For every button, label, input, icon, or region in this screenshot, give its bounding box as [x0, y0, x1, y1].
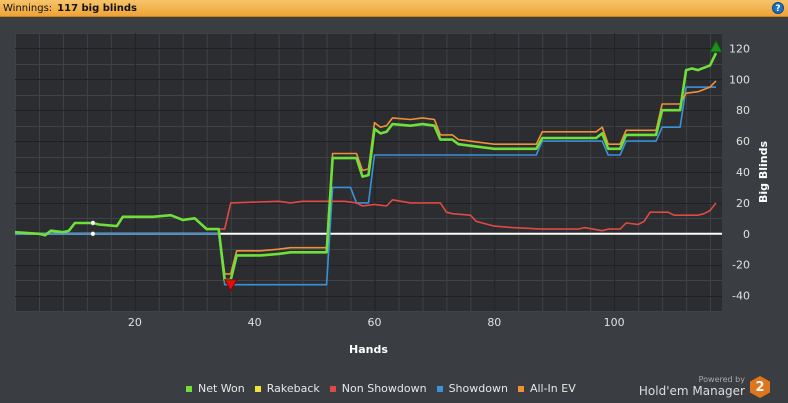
- legend-label: Rakeback: [266, 382, 320, 395]
- legend-item-showdown[interactable]: Showdown: [436, 382, 508, 395]
- y-tick-label: 60: [736, 135, 750, 148]
- legend-label: Net Won: [198, 382, 245, 395]
- y-axis-title: Big Blinds: [757, 141, 770, 203]
- product-name: Hold'em Manager: [638, 384, 745, 398]
- legend-label: Showdown: [448, 382, 508, 395]
- showdown-swatch: [436, 385, 443, 392]
- non-showdown-swatch: [329, 385, 336, 392]
- showdown-line: [15, 86, 716, 286]
- max-marker-icon: [709, 39, 723, 53]
- winnings-label: Winnings:: [3, 2, 53, 14]
- winnings-header: Winnings: 117 big blinds ?: [0, 0, 788, 17]
- branding-text: Powered by Hold'em Manager: [639, 375, 745, 398]
- branding: Powered by Hold'em Manager 2: [639, 375, 770, 398]
- y-tick-label: -20: [732, 259, 750, 272]
- y-tick-label: 0: [743, 228, 750, 241]
- x-tick-label: 60: [367, 316, 381, 329]
- rakeback-swatch: [254, 385, 261, 392]
- net-won-line: [14, 52, 718, 282]
- chart-legend: Net Won Rakeback Non Showdown Showdown A…: [186, 382, 576, 395]
- x-axis-title: Hands: [349, 343, 388, 356]
- x-tick-label: 20: [128, 316, 142, 329]
- min-marker-icon: [223, 279, 238, 292]
- x-tick-label: 80: [487, 316, 501, 329]
- x-tick-label: 40: [248, 316, 262, 329]
- hm2-logo-icon: 2: [750, 376, 770, 398]
- legend-item-rakeback[interactable]: Rakeback: [254, 382, 320, 395]
- y-tick-label: 120: [729, 42, 750, 55]
- legend-item-net-won[interactable]: Net Won: [186, 382, 245, 395]
- legend-item-non-showdown[interactable]: Non Showdown: [329, 382, 427, 395]
- y-tick-label: 40: [736, 166, 750, 179]
- legend-label: Non Showdown: [341, 382, 427, 395]
- winnings-graph: 20 40 60 80 100 -40 -20 0 20 40 60 80 100 120 Hands Big…: [14, 33, 770, 356]
- net-won-swatch: [186, 385, 192, 392]
- help-icon[interactable]: ?: [772, 2, 784, 14]
- data-point-marker: [90, 220, 96, 226]
- y-tick-label: 100: [729, 73, 750, 86]
- y-tick-label: 20: [736, 197, 750, 210]
- data-point-marker: [90, 231, 96, 237]
- x-tick-label: 100: [604, 316, 625, 329]
- legend-label: All-In EV: [529, 382, 576, 395]
- winnings-value: 117 big blinds: [57, 2, 137, 14]
- legend-item-all-in-ev[interactable]: All-In EV: [517, 382, 576, 395]
- y-tick-label: -40: [732, 290, 750, 303]
- all-in-ev-swatch: [517, 385, 524, 392]
- y-tick-label: 80: [736, 104, 750, 117]
- powered-by-text: Powered by: [698, 375, 745, 384]
